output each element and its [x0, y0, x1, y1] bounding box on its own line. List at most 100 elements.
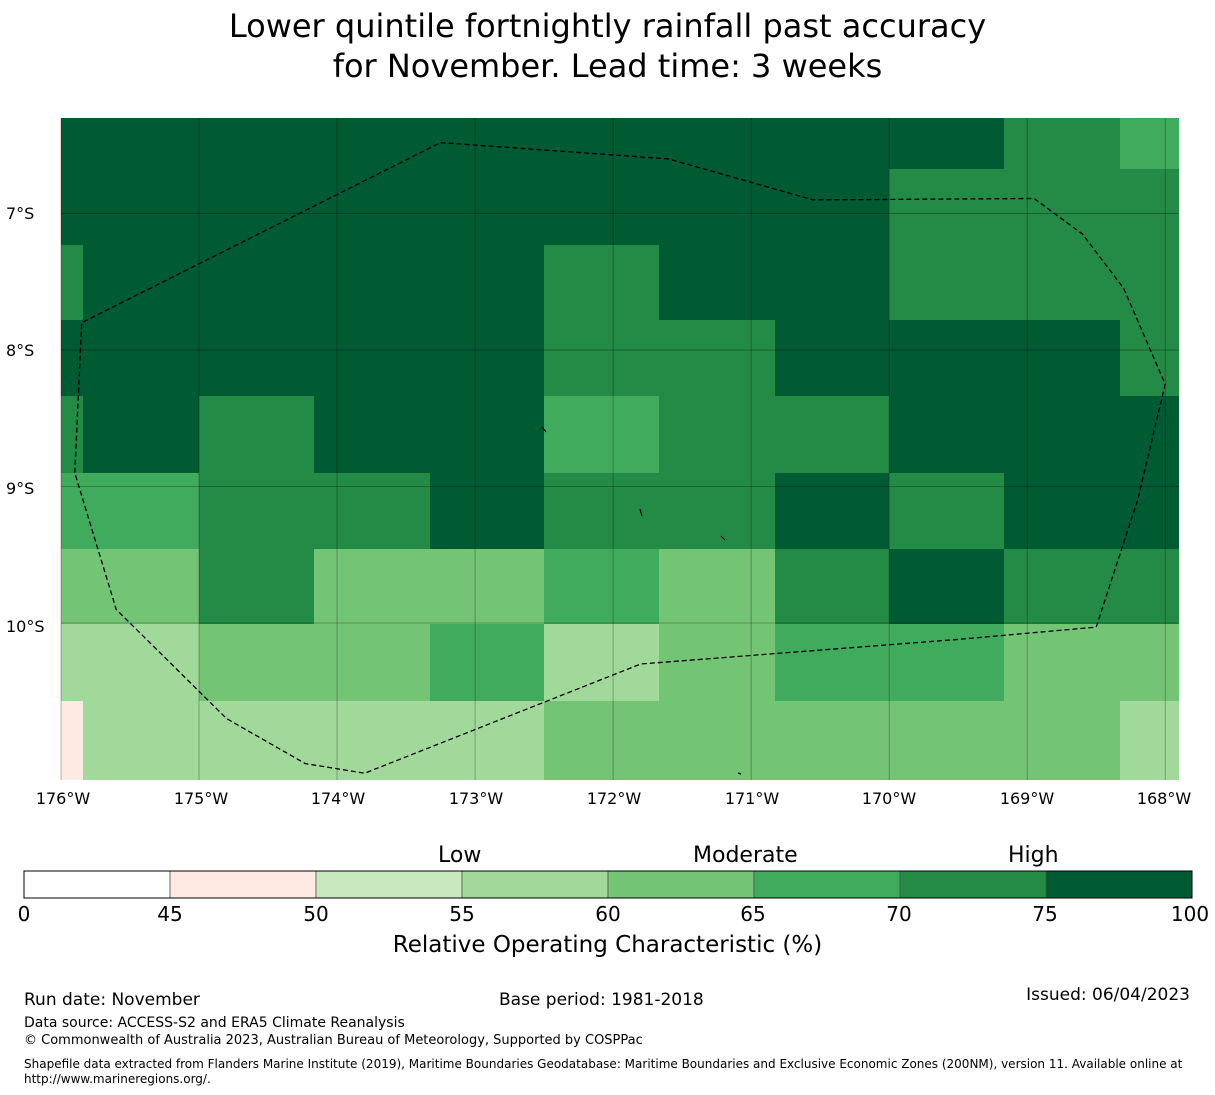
colorbar-tick-label: 45	[157, 902, 183, 926]
grid-cell	[1120, 245, 1179, 320]
grid-cell	[1120, 473, 1179, 549]
grid-cell	[889, 549, 1004, 624]
grid-cell	[889, 169, 1004, 245]
lat-tick-label: 9°S	[6, 479, 35, 498]
grid-cell	[83, 118, 199, 169]
lon-tick-label: 176°W	[35, 789, 91, 808]
grid-cell	[1120, 396, 1179, 473]
grid-cell	[544, 118, 659, 169]
colorbar-category-high: High	[1008, 843, 1059, 868]
lon-tick-label: 173°W	[448, 789, 504, 808]
grid-cell	[1120, 701, 1179, 780]
grid-cell	[659, 118, 775, 169]
grid-cell	[61, 169, 83, 245]
grid-cell	[1120, 624, 1179, 701]
colorbar-swatch	[753, 870, 901, 899]
colorbar-tick-label: 70	[886, 902, 912, 926]
grid-cell	[430, 396, 544, 473]
grid-cell	[1004, 320, 1120, 396]
grid-cell	[314, 549, 430, 624]
shapefile-credit-line-1: Shapefile data extracted from Flanders M…	[24, 1057, 1183, 1071]
grid-cell	[83, 624, 199, 701]
grid-cell	[430, 624, 544, 701]
grid-cell	[1120, 169, 1179, 245]
grid-cell	[544, 169, 659, 245]
grid-cell	[775, 169, 889, 245]
grid-cell	[199, 701, 314, 780]
grid-cell	[199, 396, 314, 473]
island-mark	[720, 535, 726, 541]
colorbar-outline	[23, 870, 1193, 899]
grid-cell	[659, 624, 775, 701]
grid-cell	[61, 701, 83, 780]
lon-tick-label: 169°W	[999, 789, 1055, 808]
grid-cell	[61, 396, 83, 473]
colorbar-swatch	[899, 870, 1047, 899]
grid-cell	[199, 473, 314, 549]
grid-cell	[430, 549, 544, 624]
grid-cell	[430, 473, 544, 549]
colorbar-category-low: Low	[438, 843, 482, 868]
colorbar-swatch	[461, 870, 609, 899]
run-date: Run date: November	[24, 990, 200, 1010]
grid-cell	[544, 245, 659, 320]
grid-cell	[659, 549, 775, 624]
base-period: Base period: 1981-2018	[499, 990, 704, 1010]
grid-cell	[544, 549, 659, 624]
accuracy-grid	[61, 118, 1179, 780]
map-title-line-1: Lower quintile fortnightly rainfall past…	[228, 7, 987, 45]
grid-cell	[314, 624, 430, 701]
lon-tick-label: 174°W	[310, 789, 366, 808]
grid-cell	[889, 320, 1004, 396]
island-mark	[639, 508, 643, 517]
grid-cell	[83, 396, 199, 473]
grid-cell	[1004, 701, 1120, 780]
grid-cell	[659, 473, 775, 549]
grid-cell	[83, 169, 199, 245]
grid-cell	[83, 320, 199, 396]
grid-cell	[659, 245, 775, 320]
grid-cell	[199, 320, 314, 396]
colorbar-tick-label: 65	[740, 902, 766, 926]
colorbar-category-moderate: Moderate	[693, 843, 798, 868]
grid-cell	[61, 624, 83, 701]
grid-cell	[61, 473, 83, 549]
shapefile-credit-line-2: http://www.marineregions.org/.	[24, 1072, 211, 1086]
grid-cell	[889, 624, 1004, 701]
grid-cell	[314, 701, 430, 780]
grid-cell	[314, 169, 430, 245]
grid-cell	[83, 701, 199, 780]
map-title-line-2: for November. Lead time: 3 weeks	[332, 47, 883, 85]
grid-cell	[775, 320, 889, 396]
grid-cell	[1004, 118, 1120, 169]
grid-cell	[1004, 473, 1120, 549]
grid-cell	[1120, 118, 1179, 169]
grid-cell	[1004, 245, 1120, 320]
grid-cell	[889, 118, 1004, 169]
lon-tick-label: 172°W	[586, 789, 642, 808]
grid-cell	[199, 549, 314, 624]
grid-cell	[83, 549, 199, 624]
grid-cell	[61, 118, 83, 169]
grid-cell	[61, 549, 83, 624]
grid-cell	[1004, 169, 1120, 245]
grid-cell	[544, 320, 659, 396]
eez-boundary	[74, 141, 1166, 774]
colorbar-tick-label: 60	[595, 902, 621, 926]
grid-cell	[775, 245, 889, 320]
colorbar-tick-label: 100	[1170, 902, 1210, 926]
grid-cell	[544, 624, 659, 701]
grid-cell	[1004, 396, 1120, 473]
grid-cell	[659, 396, 775, 473]
grid-cell	[889, 396, 1004, 473]
island-mark	[737, 772, 742, 775]
colorbar-swatch	[23, 870, 171, 899]
copyright: © Commonwealth of Australia 2023, Austra…	[24, 1033, 643, 1048]
grid-cell	[659, 169, 775, 245]
lon-tick-label: 170°W	[861, 789, 917, 808]
grid-cell	[1120, 549, 1179, 624]
issued-date: Issued: 06/04/2023	[1026, 985, 1190, 1005]
grid-cell	[430, 169, 544, 245]
colorbar-tick-label: 55	[449, 902, 475, 926]
colorbar-tick-label: 50	[303, 902, 329, 926]
